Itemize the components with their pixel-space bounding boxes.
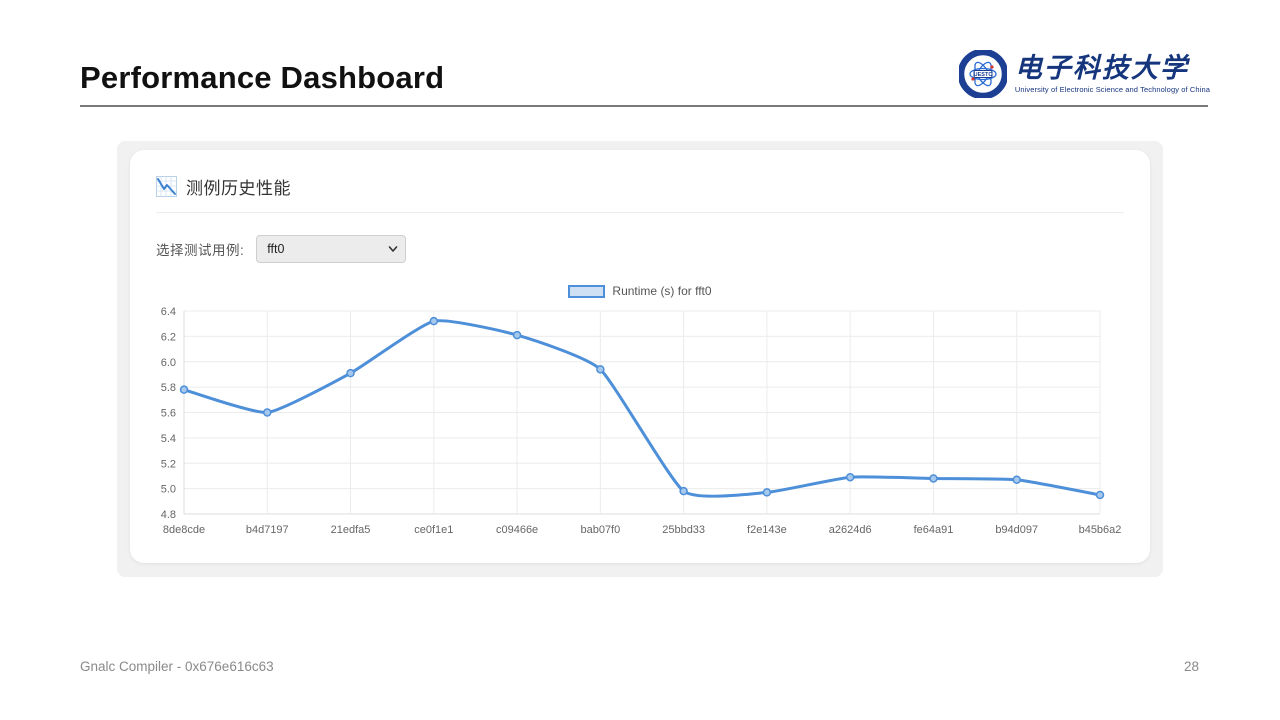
y-tick-label: 6.4 bbox=[161, 306, 176, 318]
svg-text:UESTC: UESTC bbox=[974, 72, 993, 78]
data-point[interactable] bbox=[346, 368, 355, 378]
y-tick-label: 4.8 bbox=[161, 509, 176, 521]
data-point[interactable] bbox=[679, 486, 688, 496]
university-emblem-icon: UESTC bbox=[958, 50, 1007, 98]
footer-text: Gnalc Compiler - 0x676e616c63 bbox=[80, 659, 274, 674]
testcase-control-row: 选择测试用例: fft0 bbox=[156, 235, 407, 263]
y-tick-label: 6.0 bbox=[161, 357, 176, 369]
university-name-en: University of Electronic Science and Tec… bbox=[1014, 85, 1210, 95]
data-point[interactable] bbox=[596, 365, 605, 374]
y-tick-label: 6.2 bbox=[161, 331, 176, 343]
y-tick-label: 5.4 bbox=[161, 433, 176, 445]
dashboard-section: 测例历史性能 选择测试用例: fft0 Runtime (s) for fft0 bbox=[117, 141, 1163, 577]
x-tick-label: ce0f1e1 bbox=[414, 524, 453, 536]
y-tick-label: 5.8 bbox=[161, 382, 176, 394]
x-tick-label: b94d097 bbox=[995, 524, 1038, 536]
testcase-select-wrap: fft0 bbox=[256, 235, 407, 263]
chart-legend[interactable]: Runtime (s) for fft0 bbox=[130, 284, 1150, 298]
x-tick-label: 21edfa5 bbox=[331, 524, 371, 536]
history-performance-card: 测例历史性能 选择测试用例: fft0 Runtime (s) for fft0 bbox=[130, 150, 1150, 563]
card-header: 测例历史性能 bbox=[156, 174, 291, 199]
y-tick-label: 5.0 bbox=[161, 484, 176, 496]
data-point[interactable] bbox=[263, 408, 272, 417]
legend-marker bbox=[568, 284, 606, 298]
data-point[interactable] bbox=[179, 385, 189, 394]
x-tick-label: b4d7197 bbox=[246, 524, 289, 536]
data-point[interactable] bbox=[762, 488, 772, 497]
title-divider bbox=[80, 105, 1208, 107]
card-title: 测例历史性能 bbox=[186, 179, 291, 198]
testcase-select-label: 选择测试用例: bbox=[156, 243, 245, 258]
runtime-history-chart[interactable]: 6.4 6.2 6.0 5.8 5.6 5.4 5.2 5.0 4.8 8de8cde b4d719… bbox=[150, 303, 1130, 545]
data-point[interactable] bbox=[845, 472, 855, 482]
data-point[interactable] bbox=[1095, 490, 1105, 500]
card-divider bbox=[156, 212, 1124, 213]
page-number: 28 bbox=[1183, 659, 1199, 674]
university-name-cn: 电子科技大学 bbox=[1014, 52, 1189, 83]
data-point[interactable] bbox=[429, 316, 439, 326]
x-tick-label: fe64a91 bbox=[914, 524, 954, 536]
y-tick-label: 5.2 bbox=[161, 458, 176, 470]
data-point[interactable] bbox=[929, 474, 938, 483]
x-tick-label: 25bbd33 bbox=[662, 524, 705, 536]
testcase-select[interactable]: fft0 bbox=[256, 235, 407, 263]
runtime-line bbox=[182, 319, 1102, 498]
x-tick-label: c09466e bbox=[496, 524, 538, 536]
x-tick-label: bab07f0 bbox=[580, 524, 620, 536]
data-point[interactable] bbox=[512, 330, 522, 340]
x-tick-label: a2624d6 bbox=[829, 524, 872, 536]
y-tick-label: 5.6 bbox=[161, 408, 176, 420]
university-logo: UESTC 电子科技大学 University of Electronic Sc… bbox=[958, 50, 1210, 98]
x-tick-label: 8de8cde bbox=[163, 524, 205, 536]
data-point[interactable] bbox=[1012, 475, 1021, 484]
x-tick-label: b45b6a2 bbox=[1079, 524, 1122, 536]
x-tick-label: f2e143e bbox=[747, 524, 787, 536]
legend-label: Runtime (s) for fft0 bbox=[612, 284, 712, 298]
page-title: Performance Dashboard bbox=[80, 60, 445, 95]
line-chart-icon bbox=[156, 176, 177, 197]
